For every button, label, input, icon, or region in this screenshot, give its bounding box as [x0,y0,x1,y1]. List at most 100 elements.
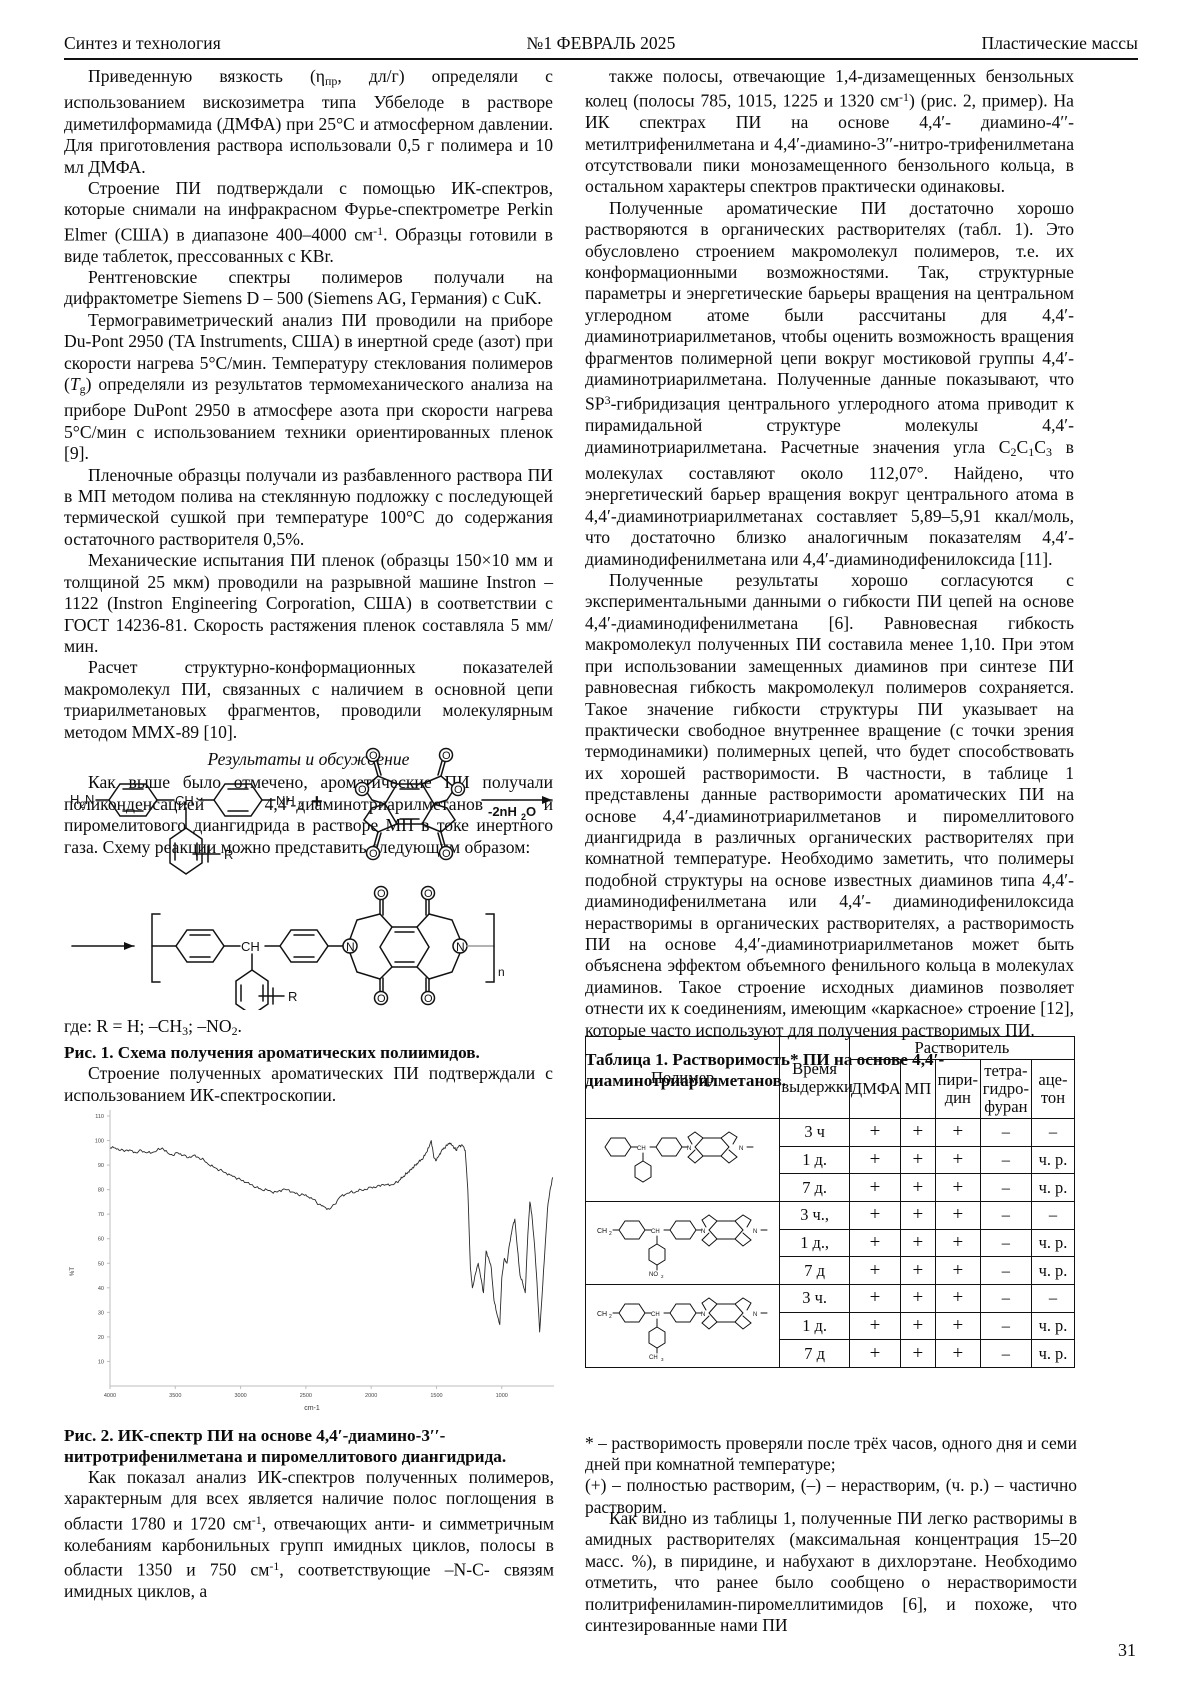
cell-thf: – [980,1285,1031,1313]
svg-text:NO: NO [649,1272,658,1278]
svg-text:CH: CH [175,793,194,808]
cell-mp: + [901,1257,936,1285]
cell-thf: – [980,1202,1031,1230]
cell-mp: + [901,1119,936,1147]
svg-text:O: O [442,848,451,860]
cell-acetone: ч. р. [1031,1257,1074,1285]
cell-thf: – [980,1340,1031,1368]
cell-time: 7 д. [780,1174,850,1202]
svg-text:N: N [701,1229,705,1235]
svg-text:N: N [687,1146,691,1152]
paragraph-mmx: Расчет структурно-конформационных показа… [64,657,553,743]
svg-text:30: 30 [98,1310,104,1316]
svg-text:2000: 2000 [365,1393,377,1399]
svg-text:N: N [753,1312,757,1318]
svg-text:N: N [739,1146,743,1152]
cell-dmfa: + [849,1119,900,1147]
cell-pyridine: + [935,1257,980,1285]
svg-text:CH: CH [637,1146,646,1152]
svg-text:4000: 4000 [104,1393,116,1399]
table-header-row-1: Полимер Время выдержки Растворитель [586,1037,1075,1060]
svg-text:H: H [70,792,79,807]
cell-pyridine: + [935,1119,980,1147]
running-head-left: Синтез и технология [64,33,221,54]
figure-1-reaction-scheme: H 2 N CH NH 2 [62,742,557,1012]
cell-time: 1 д. [780,1312,850,1340]
cell-dmfa: + [849,1312,900,1340]
th-polymer: Полимер [586,1037,780,1119]
cell-mp: + [901,1229,936,1257]
cell-dmfa: + [849,1174,900,1202]
paragraph-viscosity: Приведенную вязкость (ηпр, дл/г) определ… [64,66,553,178]
cell-time: 7 д [780,1257,850,1285]
figure-2-caption: Рис. 2. ИК-спектр ПИ на основе 4,4′-диам… [64,1425,554,1467]
right-column: также полосы, отвечающие 1,4-дизамещенны… [585,66,1074,1091]
svg-text:2: 2 [661,1274,664,1279]
cell-pyridine: + [935,1174,980,1202]
svg-text:NH: NH [276,793,295,808]
cell-acetone: ч. р. [1031,1229,1074,1257]
svg-text:N: N [701,1312,705,1318]
svg-text:1000: 1000 [496,1393,508,1399]
svg-text:10: 10 [98,1359,104,1365]
cell-mp: + [901,1285,936,1313]
svg-text:R: R [224,847,233,862]
cell-pyridine: + [935,1340,980,1368]
cell-acetone: – [1031,1202,1074,1230]
svg-text:O: O [454,784,463,796]
cell-thf: – [980,1119,1031,1147]
th-time: Время выдержки [780,1037,850,1119]
cell-acetone: ч. р. [1031,1340,1074,1368]
svg-text:O: O [369,750,378,762]
svg-text:n: n [498,965,505,979]
left-column-lower-a: где: R = H; –CH3; –NO2. Рис. 1. Схема по… [64,1016,553,1106]
svg-text:2: 2 [609,1231,612,1237]
figure-2-ir-spectrum: 1101009080706050403020104000350030002500… [62,1098,559,1420]
paragraph-after-table: Как видно из таблицы 1, полученные ПИ ле… [585,1508,1077,1636]
table-1-footnotes: * – растворимость проверяли после трёх ч… [585,1433,1077,1518]
table-row: CH 2 CH N N [586,1202,1075,1230]
svg-text:O: O [526,804,536,819]
cell-acetone: ч. р. [1031,1312,1074,1340]
cell-dmfa: + [849,1202,900,1230]
paragraph-flexibility: Полученные результаты хорошо согласуются… [585,570,1074,1041]
paragraph-ir-analysis: Как показал анализ ИК-спектров полученны… [64,1467,554,1602]
figure-1-caption: Рис. 1. Схема получения ароматических по… [64,1042,553,1063]
svg-text:2: 2 [609,1314,612,1320]
svg-text:3500: 3500 [169,1393,181,1399]
header-rule [64,58,1138,60]
svg-text:-2nH: -2nH [488,804,517,819]
svg-text:O: O [424,993,433,1005]
left-column-lower-b: Рис. 2. ИК-спектр ПИ на основе 4,4′-диам… [64,1425,554,1602]
svg-text:CH: CH [649,1355,658,1361]
paragraph-mechanical: Механические испытания ПИ пленок (образц… [64,550,553,657]
cell-time: 1 д., [780,1229,850,1257]
svg-text:CH: CH [597,1311,607,1318]
cell-time: 1 д. [780,1146,850,1174]
cell-acetone: – [1031,1285,1074,1313]
paragraph-bands: также полосы, отвечающие 1,4-дизамещенны… [585,66,1074,198]
r-definition: где: R = H; –CH3; –NO2. [64,1016,553,1042]
table-row: CH N N 3 ч+++–– [586,1119,1075,1147]
cell-dmfa: + [849,1340,900,1368]
page-number: 31 [0,1640,1136,1661]
th-mp: МП [901,1060,936,1119]
svg-text:N: N [456,940,465,954]
cell-mp: + [901,1312,936,1340]
svg-text:50: 50 [98,1261,104,1267]
left-column: Приведенную вязкость (ηпр, дл/г) определ… [64,66,553,858]
cell-thf: – [980,1229,1031,1257]
cell-mp: + [901,1202,936,1230]
svg-text:CH: CH [241,939,260,954]
cell-thf: – [980,1146,1031,1174]
table-1-wrapper: Полимер Время выдержки Растворитель ДМФА… [585,1036,1075,1368]
paragraph-films: Пленочные образцы получали из разбавленн… [64,465,553,551]
document-page: Синтез и технология №1 ФЕВРАЛЬ 2025 Плас… [0,0,1200,1698]
svg-text:60: 60 [98,1237,104,1243]
svg-text:80: 80 [98,1188,104,1194]
svg-text:O: O [377,993,386,1005]
cell-pyridine: + [935,1146,980,1174]
svg-text:110: 110 [95,1114,104,1120]
footnote-line-1: * – растворимость проверяли после трёх ч… [585,1433,1077,1475]
cell-thf: – [980,1312,1031,1340]
